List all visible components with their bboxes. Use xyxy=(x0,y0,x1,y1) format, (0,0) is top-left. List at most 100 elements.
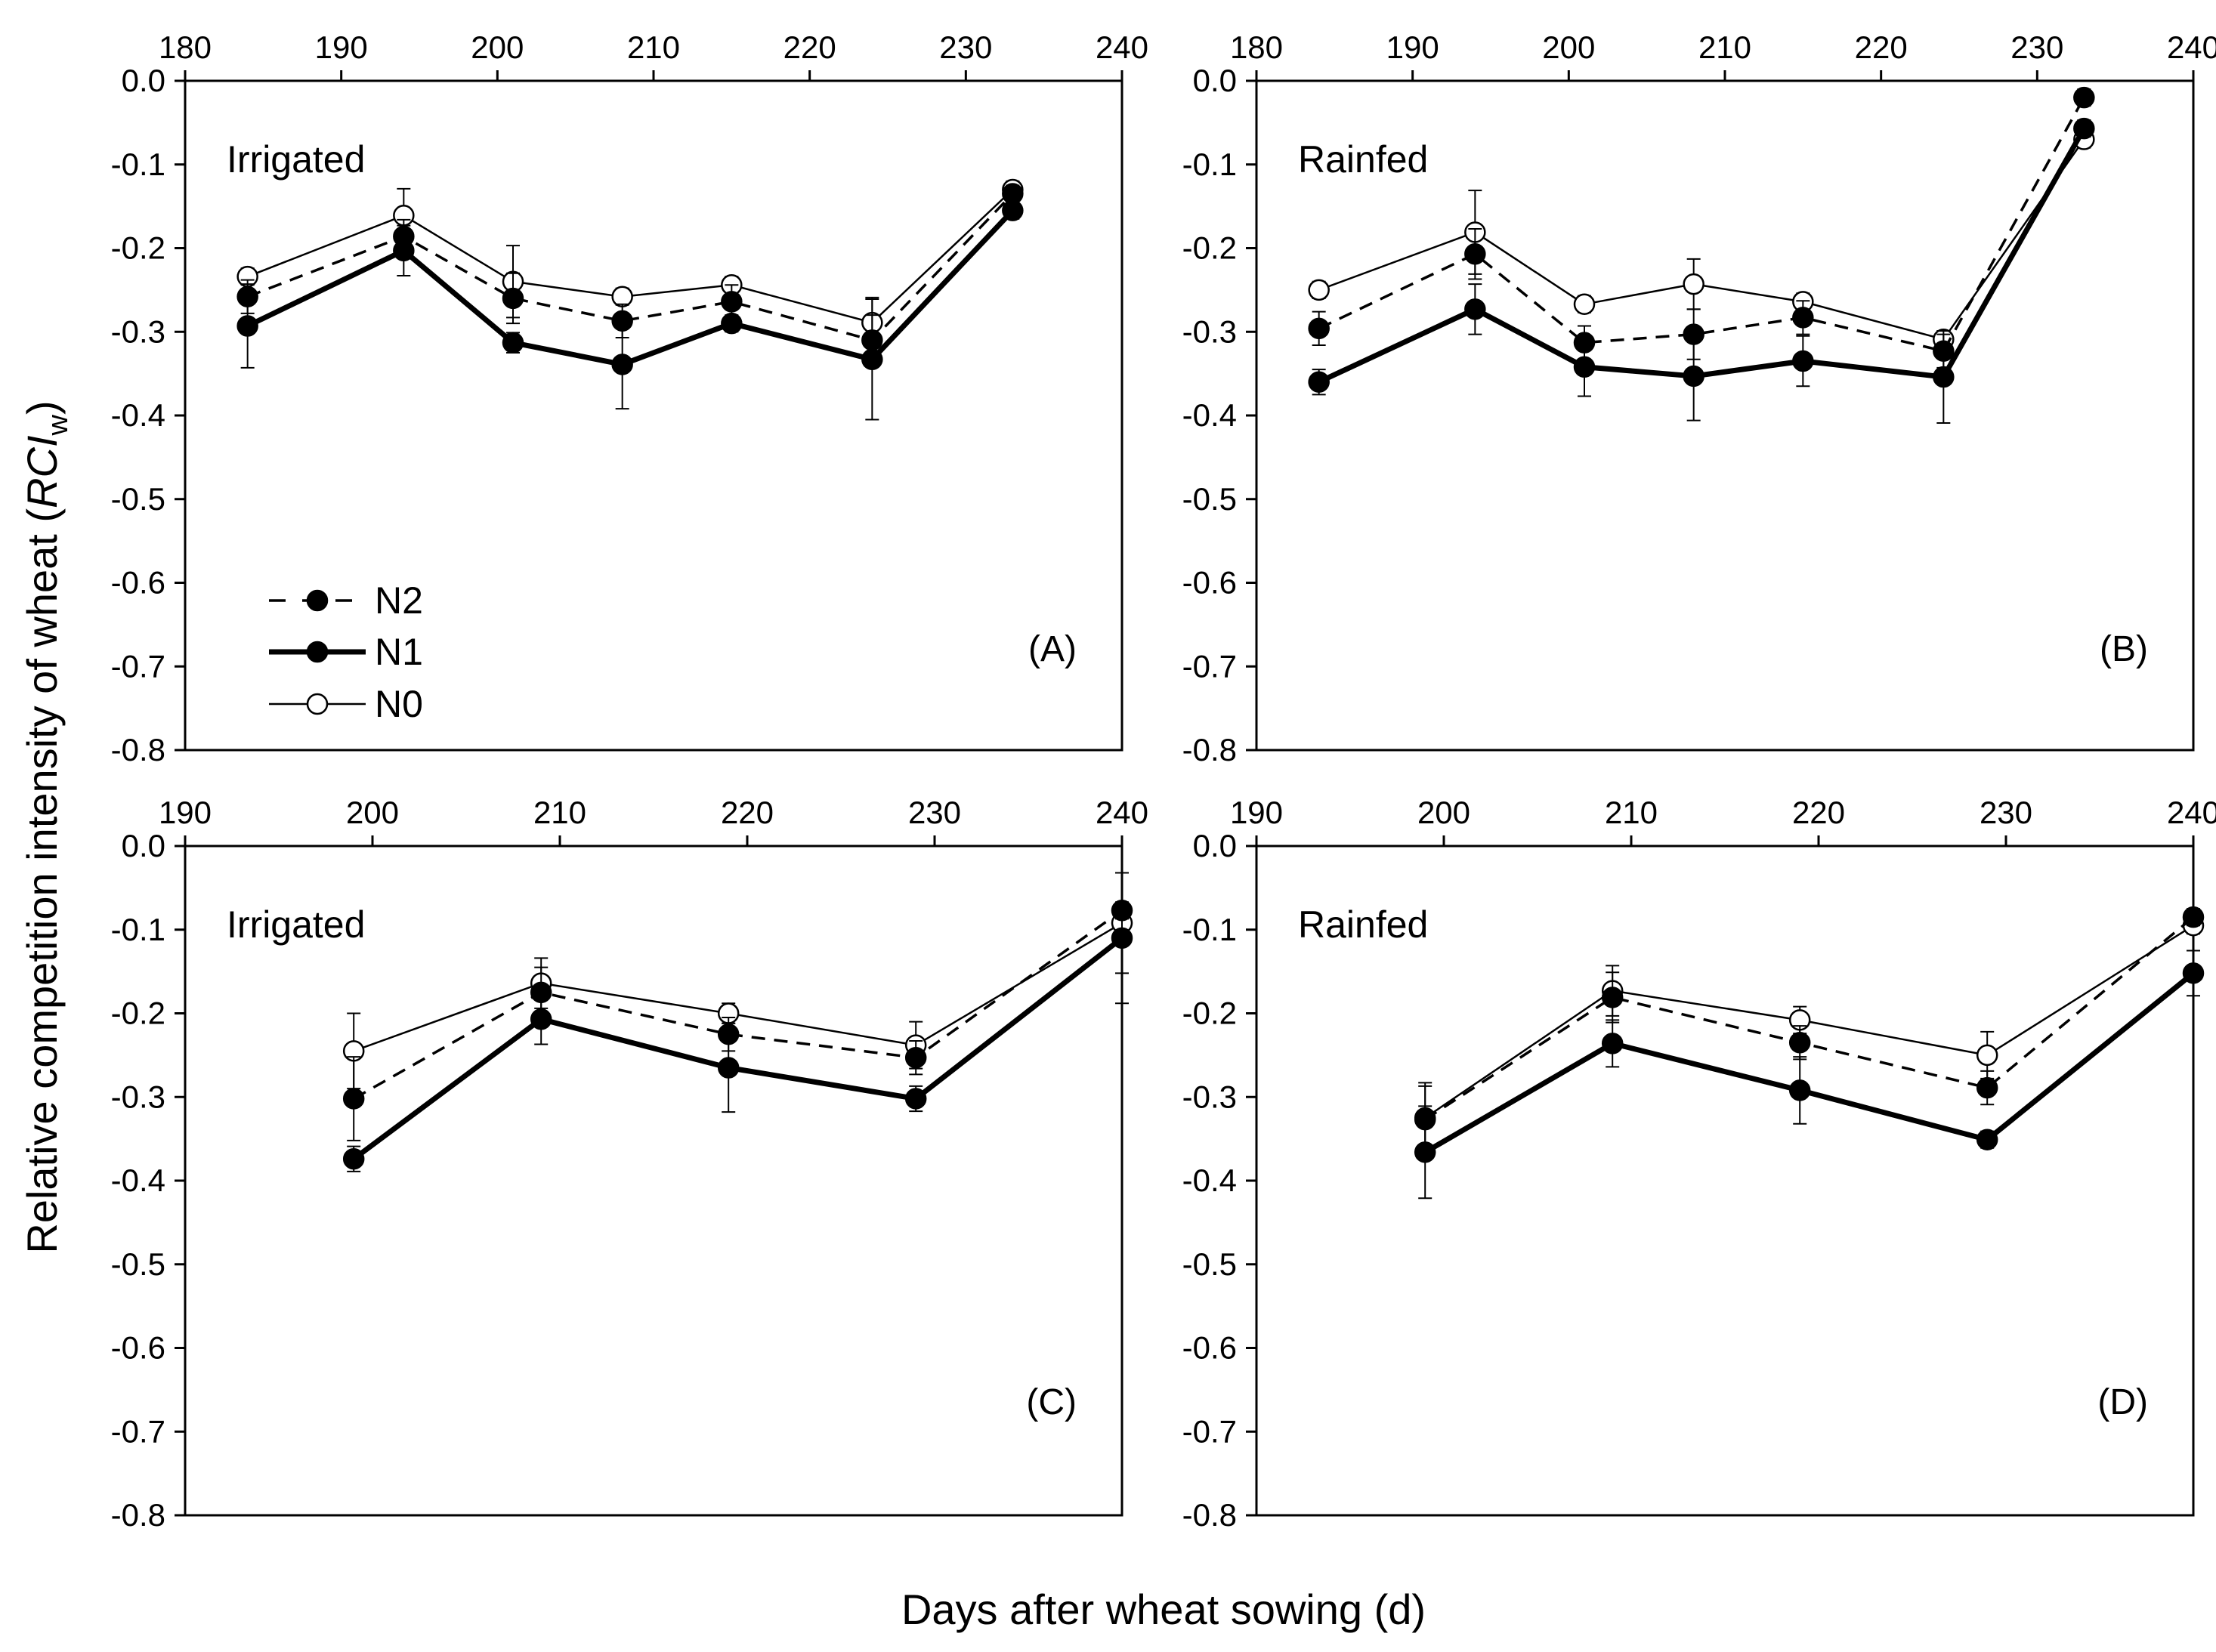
x-tick-label: 190 xyxy=(1386,29,1439,65)
data-point-n2 xyxy=(1933,340,1955,362)
y-tick-label: -0.6 xyxy=(1182,1330,1237,1366)
treatment-annotation: Rainfed xyxy=(1298,903,1428,946)
x-axis-title: Days after wheat sowing (d) xyxy=(901,1586,1426,1633)
y-tick-label: -0.7 xyxy=(1182,648,1237,684)
data-point-n2 xyxy=(861,329,883,351)
x-tick-label: 230 xyxy=(908,795,961,830)
x-tick-label: 220 xyxy=(1855,29,1908,65)
x-tick-label: 240 xyxy=(2167,795,2216,830)
y-tick-label: -0.5 xyxy=(111,1246,165,1282)
y-tick-label: -0.7 xyxy=(111,1413,165,1449)
y-tick-label: -0.4 xyxy=(111,397,165,433)
data-point-n1 xyxy=(1683,365,1704,388)
legend-marker-n2 xyxy=(306,589,329,612)
panel-label: (A) xyxy=(1028,629,1077,669)
x-tick-label: 210 xyxy=(627,29,680,65)
series-line-n1 xyxy=(1423,971,2196,1155)
data-point-n1 xyxy=(1308,371,1330,393)
series-n2 xyxy=(236,183,1024,366)
series-n2 xyxy=(1308,86,2095,369)
data-point-n0 xyxy=(1573,293,1596,315)
y-tick-label: -0.8 xyxy=(1182,732,1237,767)
series-n1 xyxy=(1414,950,2205,1200)
y-tick-label: -0.4 xyxy=(111,1163,165,1198)
x-tick-label: 230 xyxy=(2010,29,2063,65)
x-tick-label: 210 xyxy=(1605,795,1658,830)
chart-panel-4: 190 200 210 220 230 240 0.0 -0.1 -0.2 -0.3 -0.4 -0.… xyxy=(1182,795,2216,1533)
panel-label: (D) xyxy=(2097,1382,2148,1422)
y-tick-label: -0.5 xyxy=(1182,1246,1237,1282)
x-tick-label: 190 xyxy=(315,29,368,65)
data-point-n1 xyxy=(1933,366,1955,388)
x-tick-label: 220 xyxy=(1792,795,1845,830)
data-point-n2 xyxy=(1111,900,1133,922)
data-point-n2 xyxy=(1414,1108,1436,1131)
data-point-n1 xyxy=(1464,298,1486,320)
data-point-n1 xyxy=(611,354,633,375)
data-point-n0 xyxy=(1976,1044,1998,1067)
data-point-n1 xyxy=(1111,927,1133,950)
data-point-n1 xyxy=(502,332,524,354)
y-tick-label: 0.0 xyxy=(122,828,165,863)
y-axis-title: Relative competition intensity of wheat … xyxy=(18,400,74,1253)
y-tick-label: -0.8 xyxy=(111,732,165,767)
series-n2 xyxy=(1414,906,2205,1154)
x-tick-label: 190 xyxy=(159,795,212,830)
data-point-n1 xyxy=(342,1147,365,1170)
data-point-n0 xyxy=(1308,279,1330,301)
y-tick-label: -0.5 xyxy=(1182,481,1237,517)
y-tick-label: -0.4 xyxy=(1182,397,1237,433)
data-point-n1 xyxy=(1792,350,1814,372)
data-point-n2 xyxy=(1683,323,1704,345)
legend-label-n2: N2 xyxy=(375,579,423,622)
data-point-n2 xyxy=(721,291,743,313)
data-point-n0 xyxy=(1683,273,1704,295)
y-tick-label: -0.2 xyxy=(111,996,165,1031)
y-tick-label: 0.0 xyxy=(1193,828,1237,863)
x-tick-label: 180 xyxy=(1230,29,1283,65)
series-line-n1 xyxy=(352,936,1124,1162)
legend-label-n0: N0 xyxy=(375,683,423,725)
legend-label-n1: N1 xyxy=(375,631,423,673)
panel-label: (B) xyxy=(2100,629,2148,669)
y-tick-label: -0.1 xyxy=(111,912,165,947)
y-tick-label: -0.8 xyxy=(1182,1497,1237,1533)
x-tick-label: 210 xyxy=(533,795,586,830)
data-point-n2 xyxy=(1308,317,1330,340)
x-tick-label: 190 xyxy=(1230,795,1283,830)
legend-marker-n0 xyxy=(306,693,329,715)
y-tick-label: -0.2 xyxy=(111,230,165,266)
data-point-n2 xyxy=(904,1046,927,1069)
x-tick-label: 220 xyxy=(721,795,774,830)
series-line-n2 xyxy=(353,909,1123,1100)
series-line-n1 xyxy=(246,208,1015,367)
series-n1 xyxy=(342,872,1133,1172)
y-tick-label: -0.7 xyxy=(1182,1413,1237,1449)
series-n0 xyxy=(1414,914,2205,1154)
x-tick-label: 240 xyxy=(1096,29,1148,65)
data-point-n2 xyxy=(1573,332,1596,354)
data-point-n2 xyxy=(1002,183,1024,205)
y-tick-label: -0.6 xyxy=(111,1330,165,1366)
y-tick-label: -0.3 xyxy=(1182,313,1237,349)
x-tick-label: 240 xyxy=(1096,795,1148,830)
x-tick-label: 180 xyxy=(159,29,212,65)
x-tick-label: 240 xyxy=(2167,29,2216,65)
y-tick-label: -0.5 xyxy=(111,481,165,517)
data-point-n2 xyxy=(1976,1076,1998,1099)
y-tick-label: -0.1 xyxy=(111,147,165,182)
x-tick-label: 200 xyxy=(1417,795,1470,830)
data-point-n1 xyxy=(717,1057,740,1079)
data-point-n1 xyxy=(2073,117,2095,140)
data-point-n2 xyxy=(1792,307,1814,329)
data-point-n2 xyxy=(1464,243,1486,265)
chart-panel-3: 190 200 210 220 230 240 0.0 -0.1 -0.2 -0.3 -0.4 -0.… xyxy=(111,795,1148,1533)
data-point-n1 xyxy=(236,315,258,337)
y-tick-label: -0.1 xyxy=(1182,147,1237,182)
data-point-n2 xyxy=(1601,987,1624,1008)
data-point-n2 xyxy=(393,225,415,248)
plot-frame xyxy=(1255,845,2195,1517)
data-point-n1 xyxy=(2182,962,2205,984)
x-tick-label: 200 xyxy=(1542,29,1595,65)
y-tick-label: -0.2 xyxy=(1182,996,1237,1031)
